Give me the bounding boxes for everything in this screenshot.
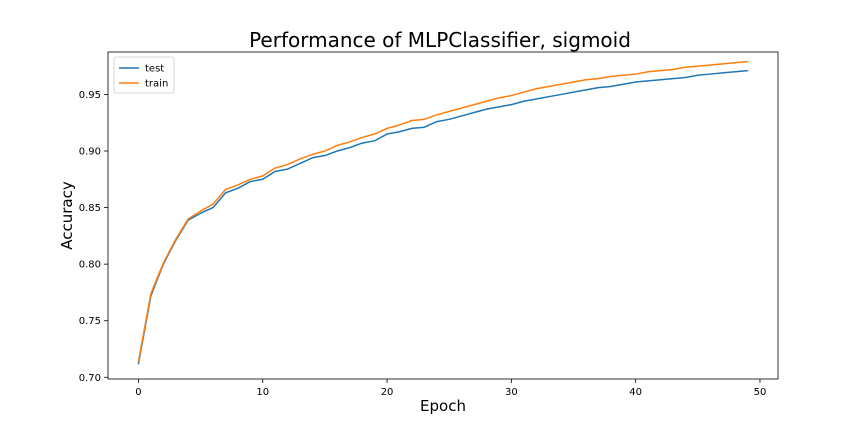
plot-frame [107,51,779,380]
y-tick-label: 0.85 [79,203,101,214]
series-layer [137,60,749,365]
y-tick-label: 0.95 [79,90,101,101]
y-tick-label: 0.90 [79,147,101,158]
x-tick-label: 50 [754,387,767,398]
chart-title: Performance of MLPClassifier, sigmoid [249,28,631,52]
x-tick-label: 40 [629,387,642,398]
y-axis-label: Accuracy [58,181,76,250]
legend-box [113,56,175,94]
legend-label-train: train [145,79,168,90]
legend: test train [113,56,175,94]
x-tick-label: 20 [381,387,394,398]
series-line-test [137,69,749,365]
series-line-train [137,60,749,363]
ticks-layer: 0 10 20 30 40 50 0.70 0.75 0.80 0.85 0.90 0.95 [79,90,767,398]
x-tick-label: 0 [135,387,141,398]
y-tick-label: 0.80 [79,260,101,271]
y-tick-label: 0.75 [79,316,101,327]
x-tick-label: 10 [256,387,269,398]
y-tick-label: 0.70 [79,373,101,384]
x-tick-label: 30 [505,387,518,398]
x-axis-label: Epoch [420,397,466,415]
legend-label-test: test [145,64,164,75]
